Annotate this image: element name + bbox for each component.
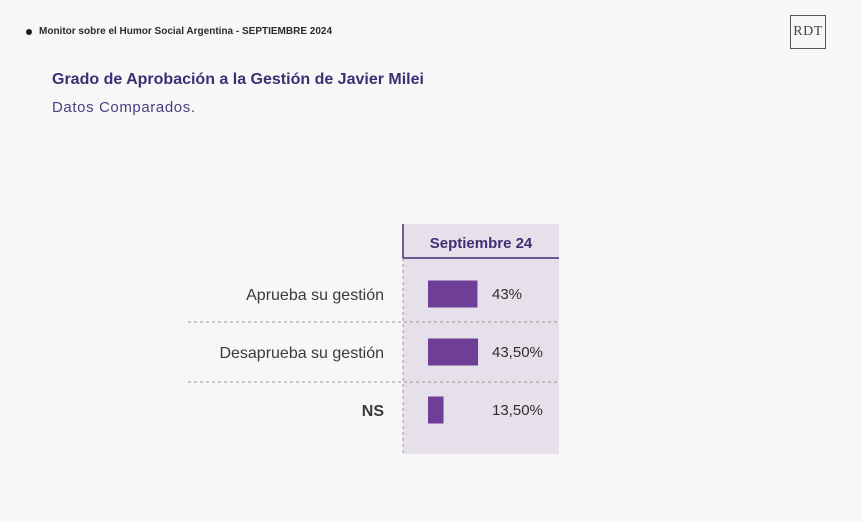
data-label: 13,50% — [492, 402, 543, 419]
category-label: NS — [362, 403, 385, 420]
rdt-logo: RDT — [790, 15, 826, 49]
monitor-title: Monitor sobre el Humor Social Argentina … — [39, 26, 333, 37]
bullet-dot-icon — [26, 28, 32, 35]
data-label: 43% — [492, 286, 522, 303]
data-label: 43,50% — [492, 344, 543, 361]
bar — [428, 396, 444, 424]
chart-subtitle: Datos Comparados. — [52, 99, 196, 116]
bar — [428, 280, 478, 308]
chart-title: Grado de Aprobación a la Gestión de Javi… — [52, 71, 424, 88]
category-label: Aprueba su gestión — [246, 287, 384, 304]
bar — [428, 338, 479, 366]
series-header: Septiembre 24 — [430, 235, 533, 252]
report-header: Monitor sobre el Humor Social Argentina … — [26, 26, 332, 37]
category-label: Desaprueba su gestión — [219, 345, 384, 362]
